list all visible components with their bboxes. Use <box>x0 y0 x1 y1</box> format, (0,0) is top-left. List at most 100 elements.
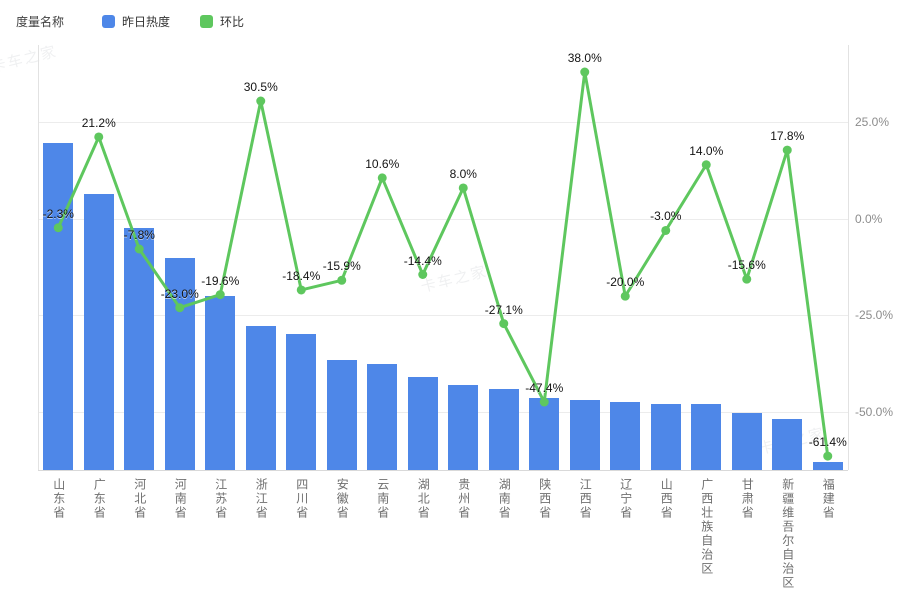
x-axis-label: 江西省 <box>578 478 593 520</box>
bar[interactable] <box>124 227 155 470</box>
gridline <box>38 218 848 220</box>
x-axis-label: 安徽省 <box>335 478 350 520</box>
legend: 度量名称 昨日热度 环比 <box>16 13 274 30</box>
x-axis-label: 河北省 <box>132 478 147 520</box>
line-point[interactable] <box>94 132 104 142</box>
point-label: -19.6% <box>201 273 240 288</box>
legend-item-line-series[interactable]: 环比 <box>200 13 244 30</box>
line-point[interactable] <box>377 173 387 183</box>
legend-item-label: 环比 <box>220 15 245 29</box>
line-point[interactable] <box>661 225 671 235</box>
bar[interactable] <box>448 385 479 470</box>
point-label: 38.0% <box>567 51 602 66</box>
bar[interactable] <box>650 404 681 470</box>
x-axis-label: 广西壮族自治区 <box>699 478 714 576</box>
line-point[interactable] <box>539 397 549 407</box>
line-path <box>56 70 830 458</box>
point-label: -3.0% <box>650 209 682 224</box>
x-axis-label: 福建省 <box>821 478 836 520</box>
line-point[interactable] <box>134 244 144 254</box>
point-label: -18.4% <box>282 268 321 283</box>
point-label: -47.4% <box>525 381 564 395</box>
point-label: 8.0% <box>449 166 477 181</box>
bar[interactable] <box>772 419 803 470</box>
x-axis-label: 湖北省 <box>416 478 431 520</box>
point-label: -15.9% <box>322 259 361 274</box>
bar[interactable] <box>367 363 398 470</box>
x-axis-label: 贵州省 <box>456 478 471 520</box>
bar[interactable] <box>286 334 317 470</box>
right-axis-tick-label: 0.0% <box>855 211 883 226</box>
point-label: -15.6% <box>727 258 766 273</box>
point-label: -14.4% <box>403 253 442 268</box>
bar[interactable] <box>610 402 641 470</box>
line-point[interactable] <box>215 290 225 300</box>
x-axis-label: 新疆维吾尔自治区 <box>780 478 795 590</box>
bar[interactable] <box>205 295 236 470</box>
point-label: -27.1% <box>484 302 523 317</box>
line-point[interactable] <box>175 303 185 313</box>
bar[interactable] <box>488 389 519 470</box>
right-axis-tick-label: -50.0% <box>855 405 894 420</box>
point-label: 14.0% <box>689 143 724 158</box>
x-axis-label: 湖南省 <box>497 478 512 520</box>
right-axis-tick-label: -25.0% <box>855 308 894 323</box>
bar-series-swatch <box>102 15 116 28</box>
line-point[interactable] <box>823 451 833 461</box>
line-point[interactable] <box>296 285 306 295</box>
bar[interactable] <box>43 142 74 470</box>
x-axis-label: 陕西省 <box>537 478 552 520</box>
x-axis-label: 四川省 <box>294 478 309 520</box>
legend-item-label: 昨日热度 <box>122 15 171 29</box>
point-label: 30.5% <box>243 80 278 95</box>
point-label: -20.0% <box>606 275 645 290</box>
bar[interactable] <box>691 404 722 470</box>
bar[interactable] <box>326 359 357 470</box>
legend-item-bar-series[interactable]: 昨日热度 <box>102 13 170 30</box>
gridline <box>38 122 848 124</box>
x-axis-label: 辽宁省 <box>618 478 633 520</box>
line-point[interactable] <box>337 275 347 285</box>
x-axis-label: 甘肃省 <box>740 478 755 520</box>
point-label: -7.8% <box>123 228 155 242</box>
line-point[interactable] <box>782 145 792 155</box>
x-axis-label: 云南省 <box>375 478 390 520</box>
line-point[interactable] <box>620 291 630 301</box>
bar[interactable] <box>731 412 762 470</box>
line-series-swatch <box>200 15 214 28</box>
bar[interactable] <box>245 325 276 470</box>
bar[interactable] <box>407 376 438 470</box>
line-point[interactable] <box>742 274 752 284</box>
point-label: -23.0% <box>160 286 199 301</box>
bar[interactable] <box>529 397 560 470</box>
x-axis-label: 山东省 <box>51 478 66 520</box>
x-axis-label: 山西省 <box>659 478 674 520</box>
bar[interactable] <box>83 193 114 470</box>
line-point[interactable] <box>53 223 63 233</box>
y-axis-line-left <box>38 45 39 470</box>
x-axis-label: 河南省 <box>173 478 188 520</box>
x-axis-label: 广东省 <box>92 478 107 520</box>
gridline <box>38 315 848 317</box>
line-point[interactable] <box>499 319 509 329</box>
y-axis-line-right <box>848 45 849 470</box>
point-label: 17.8% <box>770 129 805 144</box>
point-label: 10.6% <box>365 156 400 171</box>
gridline <box>38 412 848 414</box>
line-point[interactable] <box>418 270 428 279</box>
x-axis-line <box>38 470 848 471</box>
x-axis-label: 浙江省 <box>254 478 269 520</box>
bar[interactable] <box>569 399 600 470</box>
point-label: -2.3% <box>42 206 74 221</box>
line-point[interactable] <box>256 96 266 106</box>
line-point[interactable] <box>701 160 711 170</box>
bar[interactable] <box>812 461 843 470</box>
legend-measure-label: 度量名称 <box>16 15 65 29</box>
point-label: 21.2% <box>81 115 116 130</box>
line-point[interactable] <box>458 183 468 193</box>
x-axis-label: 江苏省 <box>213 478 228 520</box>
right-axis-tick-label: 25.0% <box>855 115 890 130</box>
line-point[interactable] <box>580 67 590 77</box>
